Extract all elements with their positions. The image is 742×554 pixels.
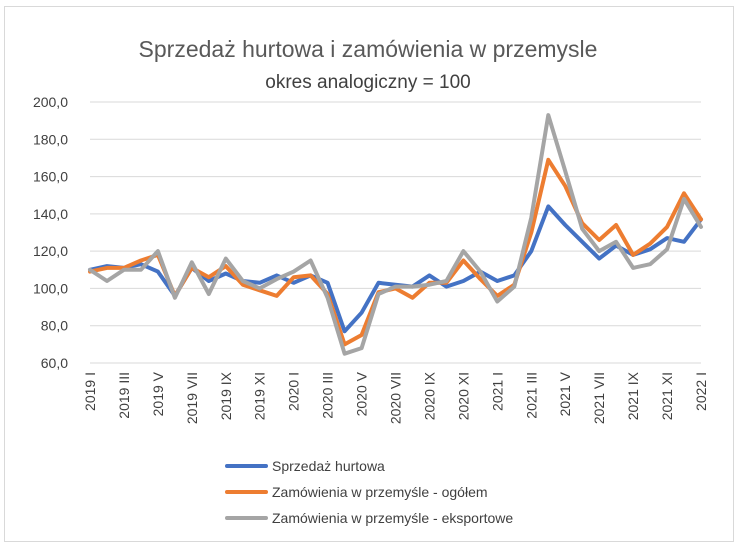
series-lines (88, 113, 703, 356)
x-tick-label: 2021 III (523, 372, 539, 419)
x-tick-label: 2021 I (489, 372, 505, 411)
legend-label: Zamówienia w przemyśle - eksportowe (272, 510, 513, 526)
chart-frame: Sprzedaż hurtowa i zamówienia w przemysl… (4, 6, 734, 542)
x-tick-label: 2020 V (354, 371, 370, 416)
x-tick-label: 2020 XI (455, 372, 471, 420)
y-tick-label: 100,0 (33, 280, 68, 296)
y-tick-label: 60,0 (41, 355, 68, 371)
y-tick-label: 160,0 (33, 169, 68, 185)
x-tick-label: 2020 I (286, 372, 302, 411)
x-tick-label: 2020 III (320, 372, 336, 419)
x-tick-label: 2020 IX (421, 371, 437, 420)
x-tick-label: 2021 VII (591, 372, 607, 424)
x-tick-label: 2021 V (557, 371, 573, 416)
x-tick-label: 2019 I (82, 372, 98, 411)
series-line (88, 204, 703, 334)
y-tick-label: 140,0 (33, 206, 68, 222)
y-axis: 60,0 80,0 100,0 120,0 140,0 160,0 180,0 200,0 (33, 94, 68, 371)
x-tick-label: 2020 VII (388, 372, 404, 424)
legend-label: Zamówienia w przemyśle - ogółem (272, 484, 488, 500)
x-tick-label: 2021 XI (659, 372, 675, 420)
y-tick-label: 180,0 (33, 131, 68, 147)
x-tick-label: 2022 I (693, 372, 709, 411)
x-tick-label: 2021 IX (625, 371, 641, 420)
legend-label: Sprzedaż hurtowa (272, 458, 385, 474)
series-line (88, 113, 703, 356)
y-tick-label: 80,0 (41, 318, 68, 334)
x-tick-label: 2019 III (116, 372, 132, 419)
chart-subtitle: okres analogiczny = 100 (265, 72, 470, 93)
chart-title: Sprzedaż hurtowa i zamówienia w przemysl… (139, 36, 598, 62)
x-tick-label: 2019 VII (184, 372, 200, 424)
y-tick-label: 120,0 (33, 243, 68, 259)
legend: Sprzedaż hurtowa Zamówienia w przemyśle -… (225, 458, 513, 526)
x-tick-label: 2019 XI (252, 372, 268, 420)
x-tick-label: 2019 IX (218, 371, 234, 420)
x-axis: 2019 I 2019 III 2019 V 2019 VII 2019 IX 2019 … (82, 371, 709, 424)
y-tick-label: 200,0 (33, 94, 68, 110)
x-tick-label: 2019 V (150, 371, 166, 416)
